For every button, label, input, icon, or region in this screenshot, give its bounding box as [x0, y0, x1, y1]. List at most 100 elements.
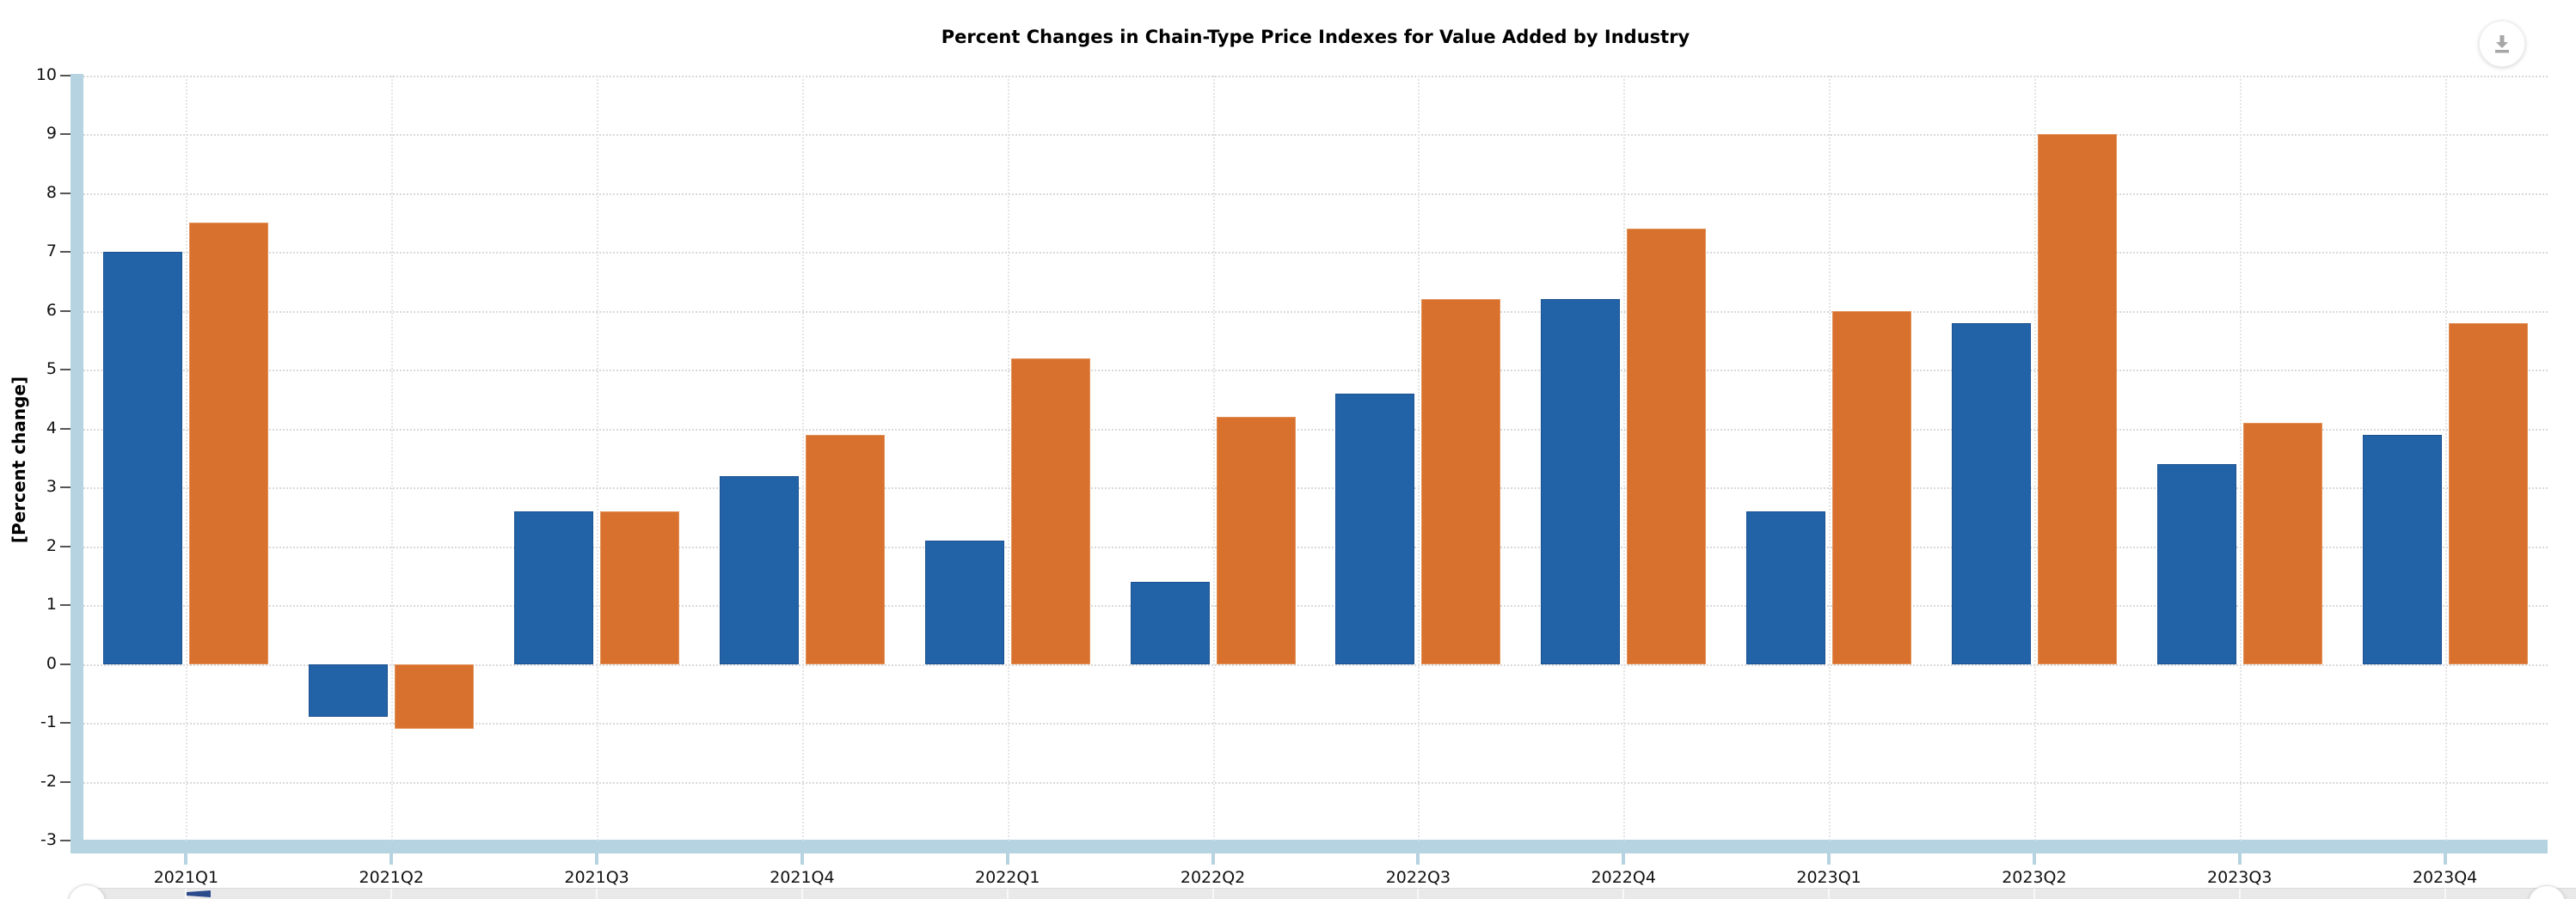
- y-tick-label: 0: [46, 653, 57, 673]
- range-slider-left-handle[interactable]: [68, 884, 106, 899]
- y-axis-tick: [60, 75, 71, 76]
- range-slider-separator: [800, 889, 803, 899]
- download-icon: [2491, 33, 2513, 55]
- chart-title: Percent Changes in Chain-Type Price Inde…: [941, 27, 1690, 47]
- y-tick-label: 10: [35, 65, 57, 84]
- bar-series-1-blue-2023Q2[interactable]: [1951, 322, 2031, 664]
- y-axis-tick: [60, 780, 71, 783]
- x-axis-tick: [1211, 853, 1215, 865]
- x-axis-tick: [184, 853, 188, 865]
- bar-series-2-orange-2022Q3[interactable]: [1421, 299, 1501, 664]
- range-slider-separator: [185, 889, 187, 899]
- y-tick-label: 2: [46, 535, 57, 555]
- y-tick-label: -2: [40, 771, 57, 791]
- bar-series-1-blue-2023Q1[interactable]: [1746, 511, 1826, 664]
- range-slider-separator: [596, 889, 598, 899]
- gridline-vertical: [2033, 76, 2036, 841]
- bar-series-1-blue-2021Q1[interactable]: [103, 252, 183, 664]
- y-axis-tick: [60, 604, 71, 607]
- x-axis-tick: [1622, 853, 1626, 865]
- bar-series-2-orange-2023Q1[interactable]: [1832, 310, 1912, 664]
- x-tick-label: 2021Q3: [564, 868, 629, 887]
- y-tick-label: 4: [46, 418, 57, 437]
- gridline-vertical: [1418, 76, 1420, 841]
- y-tick-label: 8: [46, 182, 57, 202]
- bar-series-1-blue-2023Q3[interactable]: [2156, 463, 2236, 664]
- y-tick-label: 9: [46, 124, 57, 144]
- y-axis-tick: [60, 722, 71, 725]
- bar-series-2-orange-2023Q3[interactable]: [2242, 422, 2322, 664]
- gridline-vertical: [2444, 76, 2447, 841]
- bar-series-2-orange-2021Q4[interactable]: [805, 434, 885, 664]
- range-slider-track[interactable]: [83, 888, 2576, 899]
- range-slider-separator: [390, 889, 393, 899]
- x-tick-label: 2023Q3: [2207, 868, 2272, 887]
- gridline-vertical: [391, 76, 394, 841]
- gridline-horizontal: [83, 370, 2548, 372]
- gridline-vertical: [1623, 76, 1626, 841]
- gridline-horizontal: [83, 310, 2548, 313]
- range-slider-separator: [1622, 889, 1625, 899]
- gridline-vertical: [2239, 76, 2242, 841]
- bar-series-2-orange-2022Q2[interactable]: [1216, 417, 1296, 664]
- gridline-horizontal: [83, 428, 2548, 431]
- x-tick-label: 2022Q4: [1591, 868, 1656, 887]
- y-axis-tick: [60, 192, 71, 194]
- bar-series-1-blue-2023Q4[interactable]: [2362, 434, 2442, 664]
- range-slider-separator: [2444, 889, 2446, 899]
- gridline-horizontal: [83, 546, 2548, 548]
- y-axis-tick: [60, 427, 71, 430]
- x-axis-tick: [389, 853, 394, 865]
- gridline-vertical: [801, 76, 804, 841]
- x-tick-label: 2021Q4: [770, 868, 835, 887]
- gridline-vertical: [186, 76, 188, 841]
- x-axis-tick: [2032, 853, 2036, 865]
- range-slider-separator: [1211, 889, 1214, 899]
- bar-series-1-blue-2021Q2[interactable]: [309, 664, 389, 718]
- y-axis-tick: [60, 133, 71, 136]
- bar-series-1-blue-2022Q1[interactable]: [924, 540, 1004, 664]
- gridline-horizontal: [83, 605, 2548, 608]
- x-axis-tick: [2443, 853, 2447, 865]
- y-axis-tick: [60, 545, 71, 547]
- x-tick-label: 2023Q2: [2002, 868, 2067, 887]
- range-slider-separator: [1417, 889, 1420, 899]
- bar-series-2-orange-2021Q2[interactable]: [395, 664, 475, 729]
- plot-area: [83, 76, 2548, 841]
- range-slider-separator: [1828, 889, 1831, 899]
- x-axis-tick: [1827, 853, 1831, 865]
- y-axis-tick: [60, 251, 71, 254]
- range-slider-separator: [2033, 889, 2035, 899]
- y-axis-tick: [60, 309, 71, 312]
- x-tick-label: 2022Q2: [1180, 868, 1246, 887]
- gridline-horizontal: [83, 252, 2548, 254]
- x-tick-label: 2023Q4: [2412, 868, 2478, 887]
- x-tick-label: 2022Q1: [975, 868, 1040, 887]
- range-slider-separator: [1006, 889, 1009, 899]
- bar-series-2-orange-2022Q4[interactable]: [1627, 229, 1707, 664]
- bar-series-1-blue-2021Q3[interactable]: [514, 511, 594, 664]
- bar-series-2-orange-2023Q2[interactable]: [2037, 134, 2117, 664]
- range-slider-series-line: [187, 890, 211, 897]
- download-button[interactable]: [2479, 21, 2525, 67]
- gridline-vertical: [1829, 76, 1831, 841]
- bar-series-2-orange-2022Q1[interactable]: [1010, 358, 1090, 664]
- gridline-horizontal: [83, 664, 2548, 666]
- y-tick-label: -3: [40, 830, 57, 849]
- bar-series-1-blue-2022Q4[interactable]: [1541, 299, 1621, 664]
- x-axis-tick: [800, 853, 804, 865]
- bar-series-2-orange-2021Q1[interactable]: [189, 223, 269, 664]
- bar-series-1-blue-2022Q3[interactable]: [1335, 393, 1415, 664]
- bar-series-2-orange-2023Q4[interactable]: [2448, 322, 2528, 664]
- gridline-vertical: [1212, 76, 1215, 841]
- x-axis-tick: [595, 853, 599, 865]
- bar-series-1-blue-2021Q4[interactable]: [719, 475, 799, 664]
- x-tick-label: 2021Q2: [359, 868, 424, 887]
- range-slider-separator: [2238, 889, 2241, 899]
- y-axis-tick: [60, 369, 71, 371]
- bar-series-2-orange-2021Q3[interactable]: [600, 511, 680, 664]
- bar-series-1-blue-2022Q2[interactable]: [1130, 581, 1210, 664]
- x-tick-label: 2021Q1: [153, 868, 219, 887]
- x-tick-label: 2022Q3: [1385, 868, 1451, 887]
